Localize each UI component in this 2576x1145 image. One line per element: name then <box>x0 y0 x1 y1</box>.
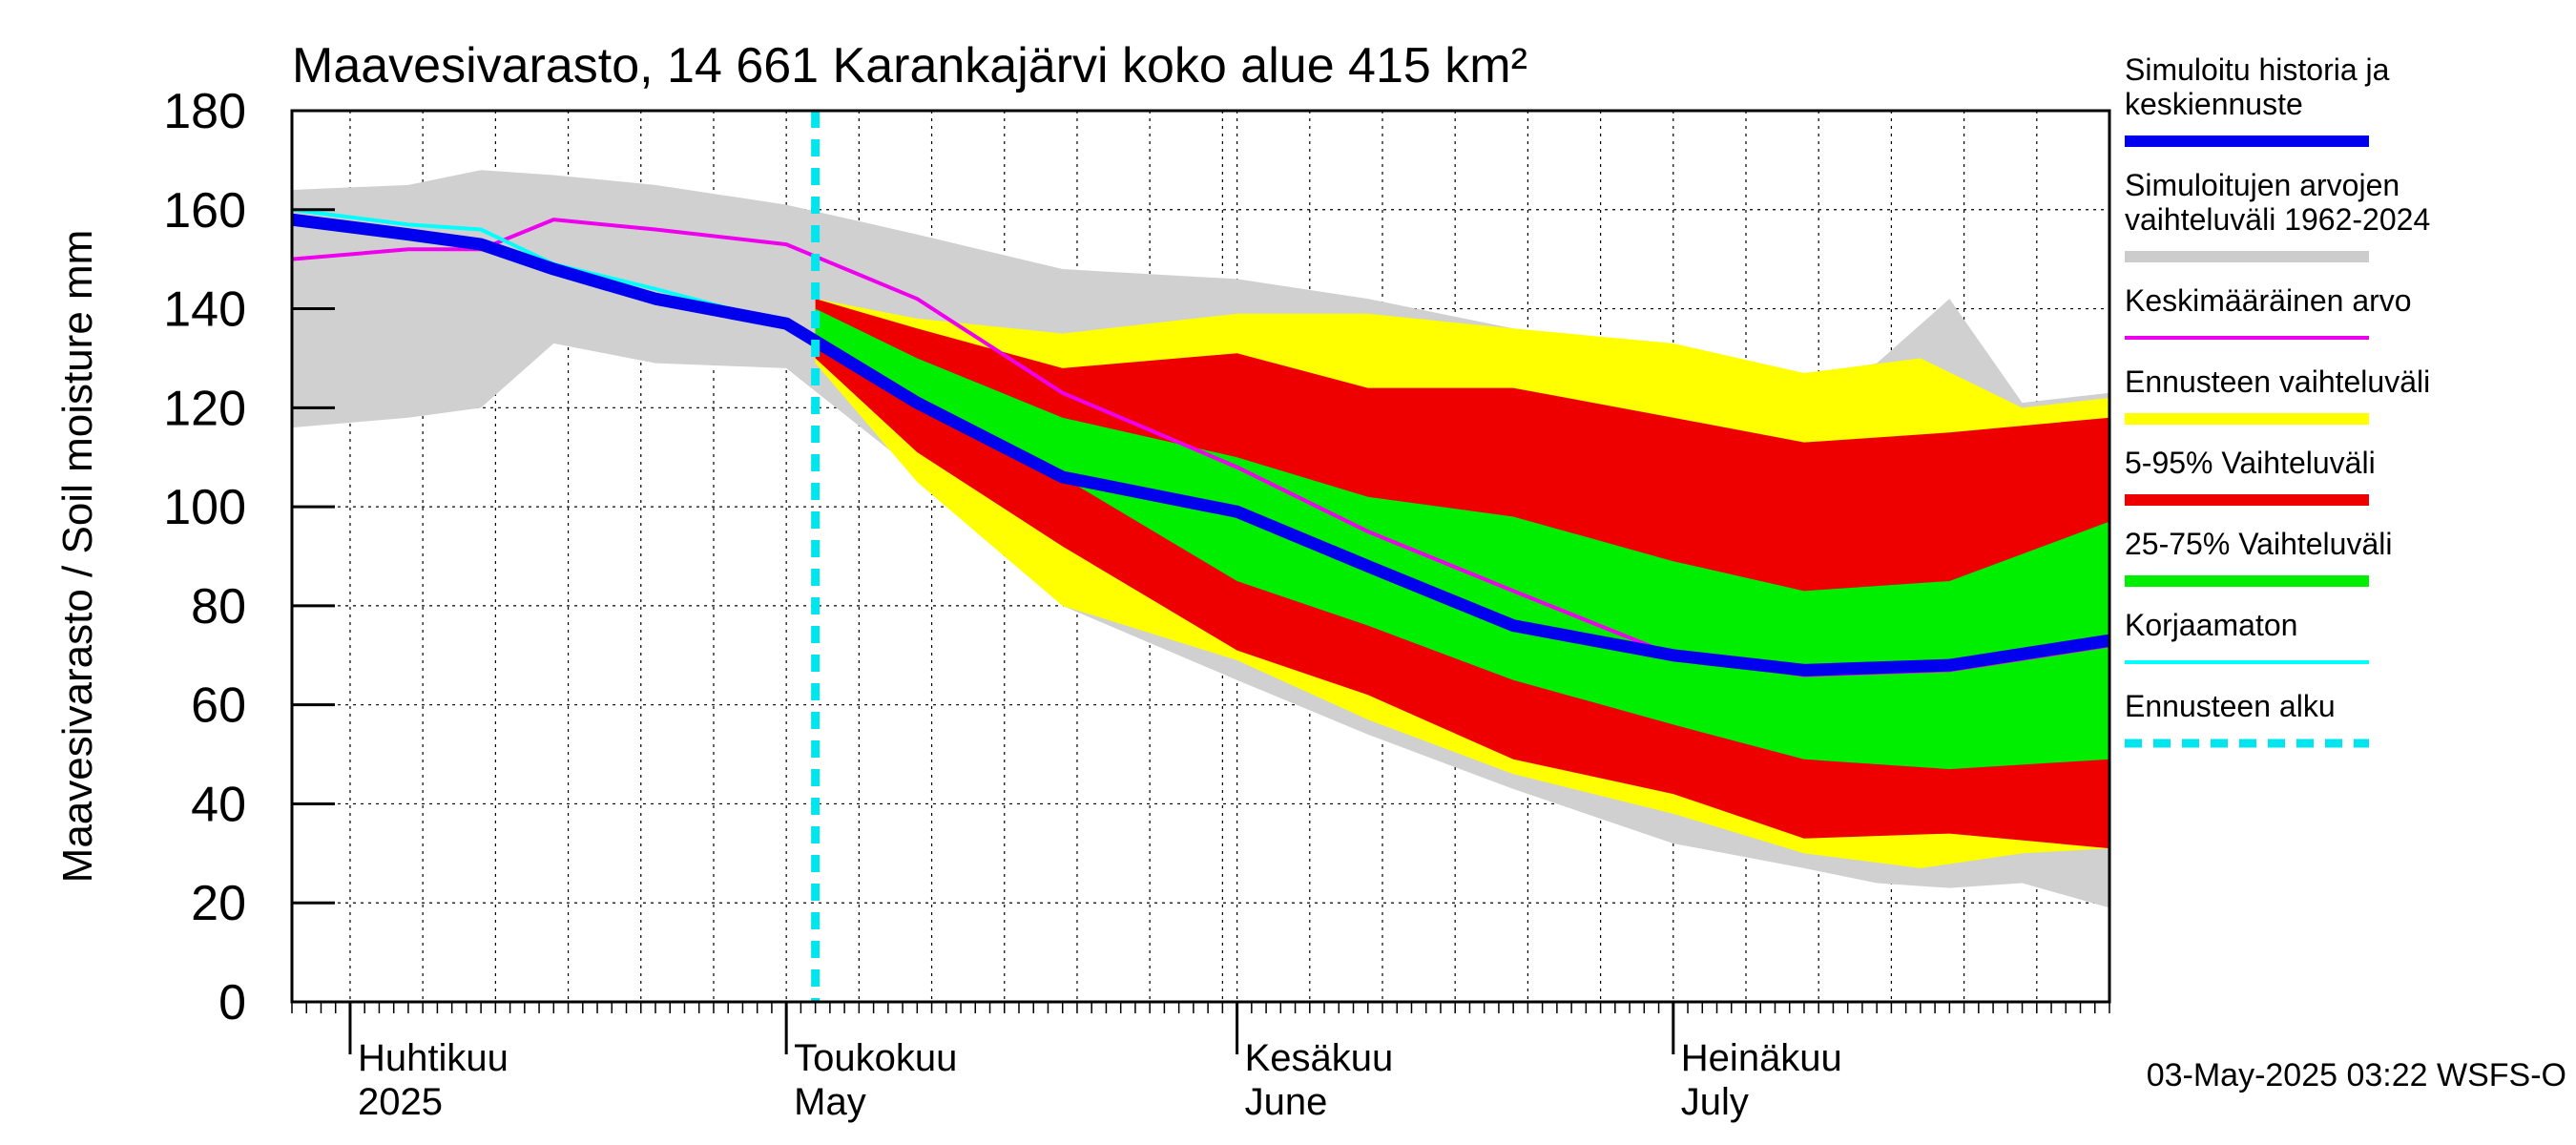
line-simuloitu-historia-ja-keskiennuste <box>291 213 2110 677</box>
y-tick-label: 40 <box>191 777 246 832</box>
month-label-fi: Kesäkuu <box>1245 1037 1394 1079</box>
month-label-fi: Toukokuu <box>794 1037 957 1079</box>
month-label-en: 2025 <box>358 1081 443 1123</box>
y-tick-label: 180 <box>163 84 246 139</box>
line-korjaamaton <box>291 207 787 326</box>
y-axis-label: Maavesivarasto / Soil moisture mm <box>54 230 101 884</box>
legend-label: Simuloitujen arvojen <box>2125 168 2399 202</box>
plot-frame <box>290 109 2111 1004</box>
y-tick-label: 60 <box>191 678 246 734</box>
lines <box>291 207 2110 677</box>
month-label-fi: Huhtikuu <box>358 1037 509 1079</box>
y-tick-label: 140 <box>163 282 246 338</box>
month-label-en: May <box>794 1081 866 1123</box>
band-25-75-vaihteluv-li <box>815 308 2109 770</box>
bands <box>292 170 2109 908</box>
legend-label: Keskimääräinen arvo <box>2125 283 2412 318</box>
footer-timestamp: 03-May-2025 03:22 WSFS-O <box>2147 1057 2566 1093</box>
legend-label: Korjaamaton <box>2125 608 2297 642</box>
legend-label: Simuloitu historia ja <box>2125 52 2390 87</box>
legend-label: 25-75% Vaihteluväli <box>2125 527 2392 561</box>
y-tick-label: 20 <box>191 876 246 931</box>
y-tick-label: 120 <box>163 381 246 436</box>
legend-label: keskiennuste <box>2125 87 2303 121</box>
y-tick-label: 100 <box>163 480 246 535</box>
y-tick-label: 80 <box>191 579 246 635</box>
legend-label: 5-95% Vaihteluväli <box>2125 446 2376 480</box>
chart-title: Maavesivarasto, 14 661 Karankajärvi koko… <box>292 38 1527 94</box>
y-tick-label: 160 <box>163 183 246 239</box>
month-label-en: June <box>1245 1081 1328 1123</box>
legend-label: Ennusteen alku <box>2125 689 2336 723</box>
month-label-fi: Heinäkuu <box>1681 1037 1842 1079</box>
legend-label: vaihteluväli 1962-2024 <box>2125 202 2430 237</box>
y-tick-label: 0 <box>218 975 246 1030</box>
legend-label: Ennusteen vaihteluväli <box>2125 364 2430 399</box>
month-label-en: July <box>1681 1081 1749 1123</box>
